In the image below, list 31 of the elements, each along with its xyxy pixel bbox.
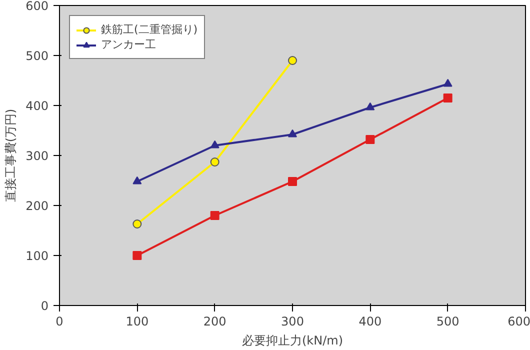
- point: [132, 251, 142, 260]
- x-tick-label: 200: [203, 314, 226, 328]
- x-tick-label: 500: [436, 314, 460, 328]
- y-tick-label: 200: [26, 199, 48, 213]
- x-tick-label: 100: [126, 314, 149, 328]
- x-tick-label: 400: [358, 314, 382, 328]
- x-tick-label: 600: [508, 314, 530, 328]
- point: [288, 129, 297, 138]
- y-tick-label: 300: [26, 149, 48, 163]
- point: [443, 78, 452, 87]
- y-tick-label: 100: [26, 249, 48, 263]
- point: [132, 176, 142, 184]
- x-tick-label: 0: [56, 314, 64, 328]
- point: [210, 158, 220, 166]
- point: [210, 211, 220, 220]
- point: [366, 102, 375, 110]
- point: [288, 56, 297, 65]
- point: [366, 135, 375, 144]
- x-axis-title: 必要抑止力(kN/m): [242, 334, 344, 348]
- y-tick-label: 600: [26, 0, 48, 13]
- legend-label: アンカー工: [101, 37, 156, 52]
- y-tick-label: 500: [26, 49, 48, 63]
- y-tick-label: 400: [26, 99, 48, 113]
- x-tick-label: 300: [281, 314, 304, 328]
- y-axis-title: 直接工事費(万円): [4, 108, 18, 202]
- point: [288, 177, 297, 186]
- legend-label: 鉄筋工(二重管掘り): [101, 22, 198, 37]
- point: [132, 220, 142, 228]
- point: [443, 94, 452, 102]
- y-tick-label: 0: [40, 299, 49, 313]
- point: [210, 140, 220, 148]
